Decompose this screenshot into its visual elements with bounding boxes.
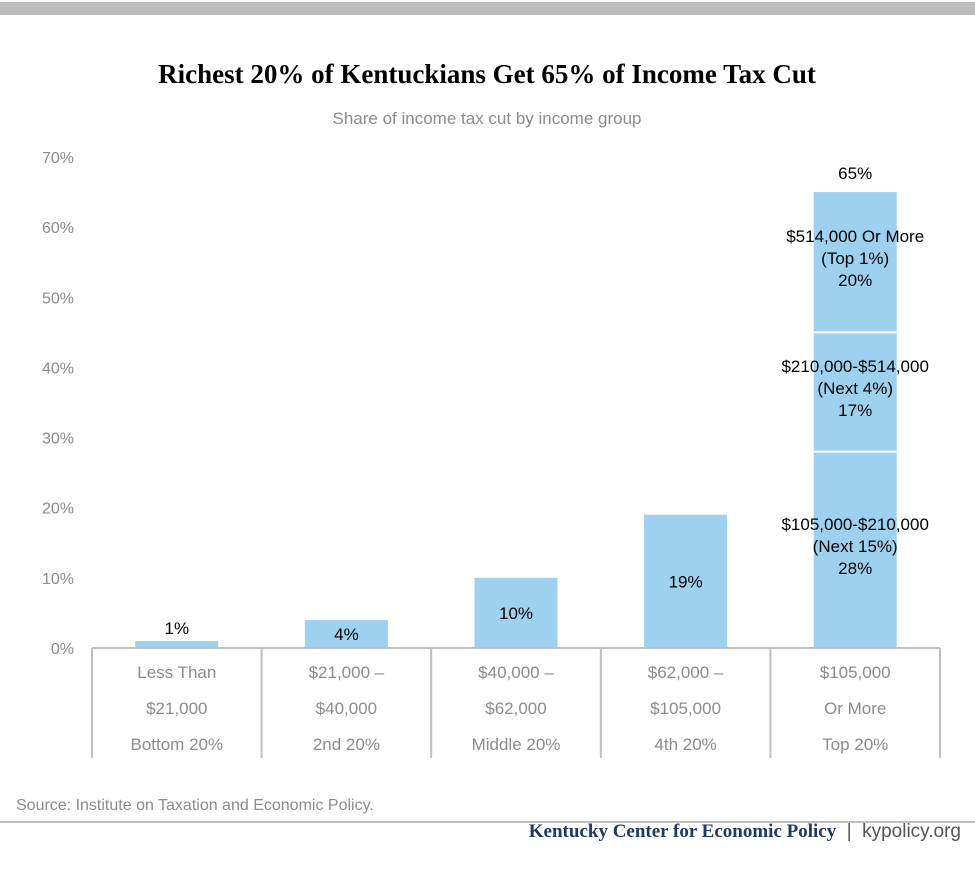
x-category-label: Middle 20% (472, 735, 561, 754)
footer-credit: Kentucky Center for Economic Policy | ky… (529, 821, 961, 842)
y-tick-label: 10% (42, 571, 74, 588)
bars (135, 192, 897, 648)
x-category-label: $62,000 – (648, 663, 724, 682)
bar (135, 640, 219, 648)
x-category-label: Top 20% (822, 735, 888, 754)
footer-url: kypolicy.org (862, 821, 961, 842)
x-category-label: Bottom 20% (130, 735, 223, 754)
x-category-label: 2nd 20% (313, 735, 380, 754)
x-category-label: $62,000 (485, 699, 546, 718)
bar-segment (813, 451, 897, 648)
x-category-label: $40,000 (316, 699, 377, 718)
x-axis (91, 647, 941, 758)
x-category-label: Or More (824, 699, 886, 718)
bar (644, 514, 728, 648)
bar-labels: 1% 4% 10% 19% $105,000-$210,000 (Next 15%) 28%… (165, 164, 929, 644)
bar-segment (813, 332, 897, 452)
y-tick-label: 0% (51, 641, 74, 658)
segment-label: $105,000-$210,000 (781, 515, 928, 534)
x-category-label: $105,000 (650, 699, 721, 718)
bar-value-label: 65% (838, 164, 872, 183)
x-category-label: $21,000 – (309, 663, 385, 682)
y-tick-label: 30% (42, 431, 74, 448)
y-tick-label: 50% (42, 290, 74, 307)
bar-segment (813, 192, 897, 333)
x-category-label: $40,000 – (478, 663, 554, 682)
y-tick-label: 20% (42, 501, 74, 518)
y-tick-label: 40% (42, 360, 74, 377)
segment-label: 28% (838, 559, 872, 578)
x-axis-labels: Less Than $21,000 Bottom 20% $21,000 – $40,0… (130, 663, 890, 754)
segment-label: $210,000-$514,000 (781, 357, 928, 376)
bar-value-label: 19% (669, 572, 703, 591)
footer-brand: Kentucky Center for Economic Policy (529, 821, 837, 842)
bar-value-label: 1% (165, 619, 190, 638)
bar (304, 619, 388, 648)
x-category-label: 4th 20% (654, 735, 716, 754)
chart-subtitle: Share of income tax cut by income group (333, 109, 642, 128)
chart-title: Richest 20% of Kentuckians Get 65% of In… (158, 59, 816, 89)
segment-label: (Next 15%) (813, 537, 898, 556)
x-category-label: $21,000 (146, 699, 207, 718)
footer-separator: | (847, 821, 852, 842)
y-axis-ticks: 0% 10% 20% 30% 40% 50% 60% 70% (42, 150, 74, 658)
segment-label: $514,000 Or More (786, 227, 924, 246)
segment-label: 20% (838, 271, 872, 290)
source-note: Source: Institute on Taxation and Econom… (16, 797, 374, 814)
bar (474, 577, 558, 648)
segment-label: (Top 1%) (821, 249, 889, 268)
top-rule (0, 2, 975, 15)
segment-label: (Next 4%) (817, 379, 893, 398)
bar-value-label: 4% (334, 625, 359, 644)
x-category-label: Less Than (137, 663, 216, 682)
bar-value-label: 10% (499, 604, 533, 623)
y-tick-label: 70% (42, 150, 74, 167)
y-tick-label: 60% (42, 220, 74, 237)
x-category-label: $105,000 (820, 663, 891, 682)
segment-label: 17% (838, 401, 872, 420)
